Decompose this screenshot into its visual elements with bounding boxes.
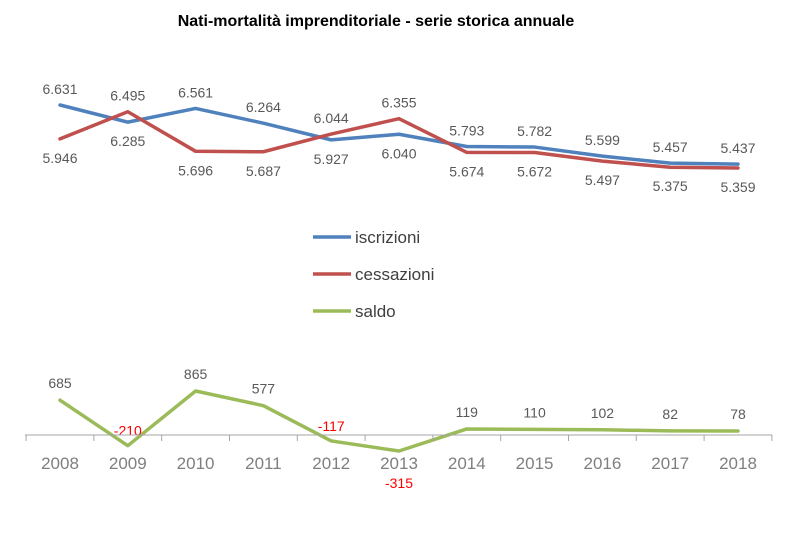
data-label-cessazioni: 5.946	[42, 150, 77, 166]
x-tick-label: 2009	[109, 454, 147, 473]
legend-label-cessazioni: cessazioni	[355, 265, 434, 284]
data-label-iscrizioni: 5.793	[449, 123, 484, 139]
x-tick-label: 2011	[245, 454, 282, 473]
x-tick-label: 2012	[312, 454, 350, 473]
data-label-cessazioni: 5.375	[653, 178, 688, 194]
data-label-saldo: 577	[252, 381, 276, 397]
data-label-iscrizioni: 5.599	[585, 132, 620, 148]
data-label-saldo: 865	[184, 366, 208, 382]
data-label-saldo: 110	[523, 404, 546, 420]
x-axis: 2008 2009 2010 2011 2012 2013 2014 2015 2016 2017…	[25, 434, 773, 473]
data-label-cessazioni: 5.687	[246, 163, 281, 179]
data-label-cessazioni: 6.355	[381, 95, 416, 111]
data-label-cessazioni: 5.497	[585, 172, 620, 188]
data-label-iscrizioni: 6.631	[42, 81, 77, 97]
lower-plot: 685 -210 865 577 -117 -315 119 110 102 82 78	[48, 366, 746, 491]
data-label-cessazioni: 6.044	[314, 110, 349, 126]
x-tick-label: 2013	[380, 454, 418, 473]
legend-label-saldo: saldo	[355, 302, 396, 321]
upper-plot: 6.631 5.946 6.285 6.495 6.561 5.696 6.264 5.687…	[42, 81, 755, 195]
series-line-saldo	[58, 389, 740, 453]
data-label-iscrizioni: 6.040	[381, 145, 416, 161]
x-tick-label: 2014	[448, 454, 486, 473]
legend: iscrizioni cessazioni saldo	[313, 228, 434, 321]
data-label-saldo: 82	[662, 406, 678, 422]
data-label-saldo: -210	[114, 423, 142, 439]
data-label-iscrizioni: 5.782	[517, 123, 552, 139]
chart-title: Nati-mortalità imprenditoriale - serie s…	[178, 13, 575, 30]
data-label-saldo: -117	[318, 418, 345, 434]
data-label-saldo: 119	[456, 404, 479, 420]
x-tick-label: 2017	[651, 454, 689, 473]
x-tick-label: 2010	[177, 454, 215, 473]
x-tick-label: 2008	[41, 454, 79, 473]
data-label-iscrizioni: 5.457	[653, 139, 688, 155]
legend-label-iscrizioni: iscrizioni	[355, 228, 420, 247]
data-label-cessazioni: 5.672	[517, 163, 552, 179]
data-label-iscrizioni: 6.285	[110, 133, 145, 149]
data-label-iscrizioni: 6.264	[246, 99, 281, 115]
data-label-saldo: 685	[48, 375, 72, 391]
data-label-cessazioni: 5.359	[720, 179, 755, 195]
series-line-iscrizioni	[58, 103, 740, 166]
data-label-cessazioni: 5.696	[178, 162, 213, 178]
x-tick-label: 2018	[719, 454, 757, 473]
data-label-iscrizioni: 5.927	[314, 151, 349, 167]
data-label-saldo: 78	[730, 406, 746, 422]
series-line-cessazioni	[58, 109, 740, 170]
data-label-cessazioni: 5.674	[449, 163, 484, 179]
data-label-cessazioni: 6.495	[110, 88, 145, 104]
data-label-saldo: 102	[591, 405, 615, 421]
x-tick-label: 2015	[516, 454, 554, 473]
data-label-iscrizioni: 6.561	[178, 84, 213, 100]
data-label-iscrizioni: 5.437	[720, 140, 755, 156]
data-label-saldo: -315	[385, 475, 413, 491]
x-tick-label: 2016	[583, 454, 621, 473]
